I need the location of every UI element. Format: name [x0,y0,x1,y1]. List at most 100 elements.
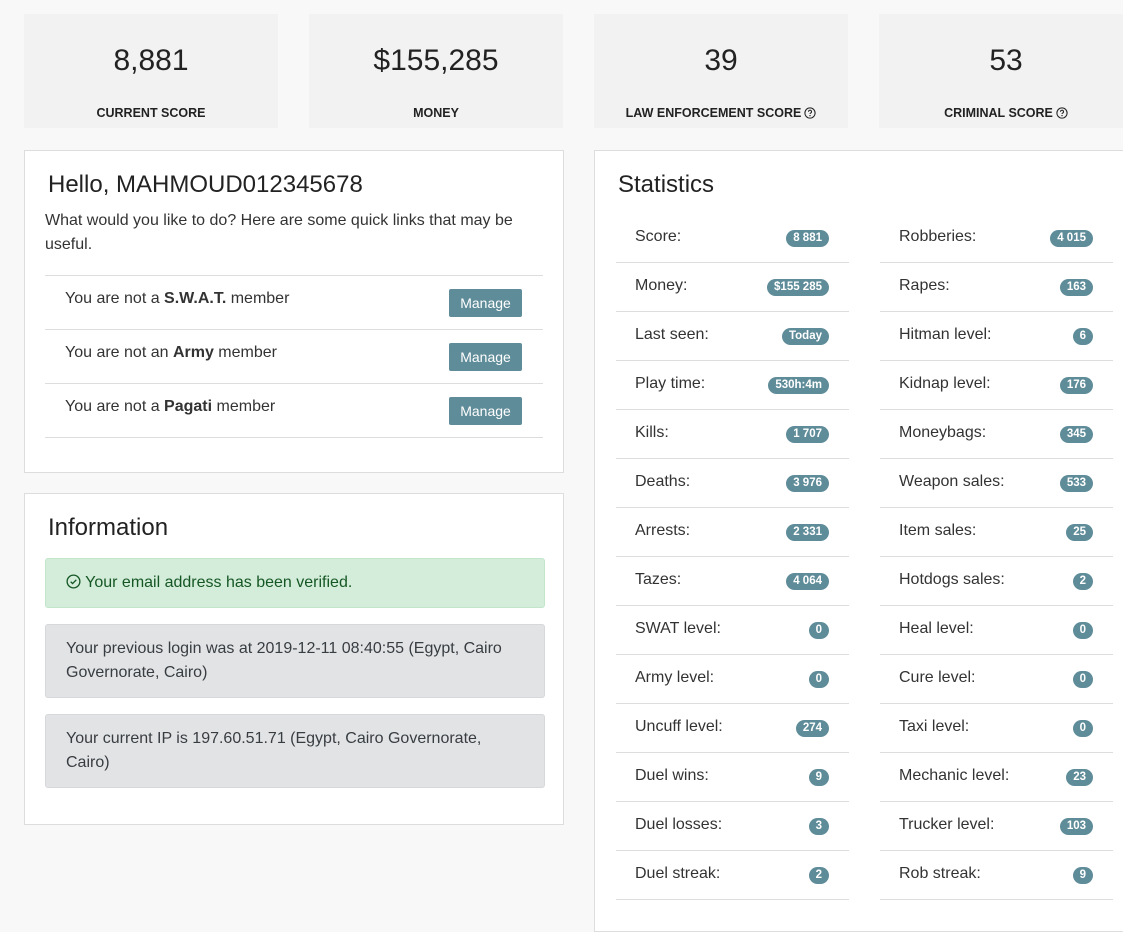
stat-row: Kills: 1 707 [616,410,849,459]
stat-badge: 0 [808,671,829,688]
card-label-text: CURRENT SCORE [96,106,206,120]
membership-row: You are not a Pagati member Manage [45,383,543,437]
welcome-title: Hello, MAHMOUD012345678 [48,171,363,198]
stat-row: Tazes: 4 064 [616,557,849,606]
membership-suffix: member [226,290,290,307]
stat-badge: 4 015 [1050,230,1093,247]
stat-label: Rapes: [899,277,950,294]
stat-badge: 3 976 [786,475,829,492]
stat-label: Trucker level: [899,816,995,833]
stat-badge: 0 [1072,671,1093,688]
card-label: MONEY [309,106,563,120]
manage-button[interactable]: Manage [449,343,522,371]
stat-label: Kills: [635,424,669,441]
membership-group: Army [172,344,214,361]
stat-badge: 163 [1059,279,1093,296]
stat-badge: 9 [808,769,829,786]
stat-row: Army level: 0 [616,655,849,704]
summary-card: 39 LAW ENFORCEMENT SCORE [594,14,848,128]
help-icon [804,107,816,119]
stat-row: Heal level: 0 [880,606,1113,655]
membership-prefix: You are not a [65,290,165,307]
stat-badge: $155 285 [767,279,829,296]
stat-label: Army level: [635,669,715,686]
stat-label: Duel streak: [635,865,721,882]
page: 8,881 CURRENT SCORE $155,285 MONEY 39 LAW ENF… [24,14,1123,932]
stat-label: Last seen: [635,326,709,343]
stat-row: Taxi level: 0 [880,704,1113,753]
stat-label: Rob streak: [899,865,981,882]
card-value: 8,881 [113,44,189,77]
stat-badge: 0 [808,622,829,639]
membership-prefix: You are not a [65,398,165,415]
alert-text: Your email address has been verified. [85,574,353,591]
membership-row: You are not an Army member Manage [45,329,543,383]
alert-info: Your current IP is 197.60.51.71 (Egypt, … [45,714,545,788]
stat-badge: 530h:4m [768,377,829,394]
stat-label: Taxi level: [899,718,970,735]
information-title: Information [48,514,169,541]
stat-label: Duel wins: [635,767,709,784]
alert-success: Your email address has been verified. [45,558,545,608]
stat-badge: 2 [1072,573,1093,590]
membership-suffix: member [212,398,276,415]
membership-text: You are not a Pagati member [65,398,275,416]
statistics-panel: Statistics Score: 8 881 Money: $155 285 Last… [594,150,1123,932]
stat-badge: 0 [1072,622,1093,639]
stat-row: Kidnap level: 176 [880,361,1113,410]
stat-badge: 176 [1059,377,1093,394]
stat-badge: 23 [1066,769,1093,786]
membership-group: S.W.A.T. [164,290,227,307]
stat-label: Moneybags: [899,424,987,441]
stat-row: Item sales: 25 [880,508,1113,557]
stat-badge: 25 [1066,524,1093,541]
card-label-text: MONEY [413,106,459,120]
card-value: 53 [989,44,1023,77]
stat-label: SWAT level: [635,620,721,637]
stat-badge: 0 [1072,720,1093,737]
stat-label: Money: [635,277,688,294]
help-icon [1056,107,1068,119]
stat-badge: 345 [1059,426,1093,443]
stat-label: Kidnap level: [899,375,991,392]
stat-badge: 1 707 [786,426,829,443]
manage-button[interactable]: Manage [449,289,522,317]
stat-row: Play time: 530h:4m [616,361,849,410]
stat-badge: 274 [795,720,829,737]
check-icon [66,574,81,589]
stat-badge: 8 881 [786,230,829,247]
card-label: LAW ENFORCEMENT SCORE [594,106,848,120]
stat-badge: 533 [1059,475,1093,492]
welcome-intro: What would you like to do? Here are some… [45,212,513,253]
membership-text: You are not an Army member [65,344,277,362]
card-label-text: LAW ENFORCEMENT SCORE [625,106,802,120]
card-value: $155,285 [373,44,499,77]
stat-badge: Today [781,328,829,345]
stat-label: Item sales: [899,522,977,539]
card-label-text: CRIMINAL SCORE [944,106,1053,120]
stat-badge: 6 [1072,328,1093,345]
membership-text: You are not a S.W.A.T. member [65,290,289,308]
alert-info: Your previous login was at 2019-12-11 08… [45,624,545,698]
stat-badge: 2 [808,867,829,884]
stat-badge: 2 331 [786,524,829,541]
divider [45,437,543,438]
welcome-panel: Hello, MAHMOUD012345678 What would you l… [24,150,564,473]
stat-label: Deaths: [635,473,691,490]
stat-row: Rob streak: 9 [880,851,1113,900]
stat-badge: 4 064 [786,573,829,590]
stat-label: Duel losses: [635,816,723,833]
manage-button[interactable]: Manage [449,397,522,425]
stat-badge: 9 [1072,867,1093,884]
stat-label: Tazes: [635,571,682,588]
stat-row: Last seen: Today [616,312,849,361]
summary-card: 8,881 CURRENT SCORE [24,14,278,128]
card-value: 39 [704,44,738,77]
stat-row: Hotdogs sales: 2 [880,557,1113,606]
summary-card: $155,285 MONEY [309,14,563,128]
stat-row: Moneybags: 345 [880,410,1113,459]
stat-label: Arrests: [635,522,691,539]
card-label: CURRENT SCORE [24,106,278,120]
stat-row: Rapes: 163 [880,263,1113,312]
stat-label: Score: [635,228,682,245]
